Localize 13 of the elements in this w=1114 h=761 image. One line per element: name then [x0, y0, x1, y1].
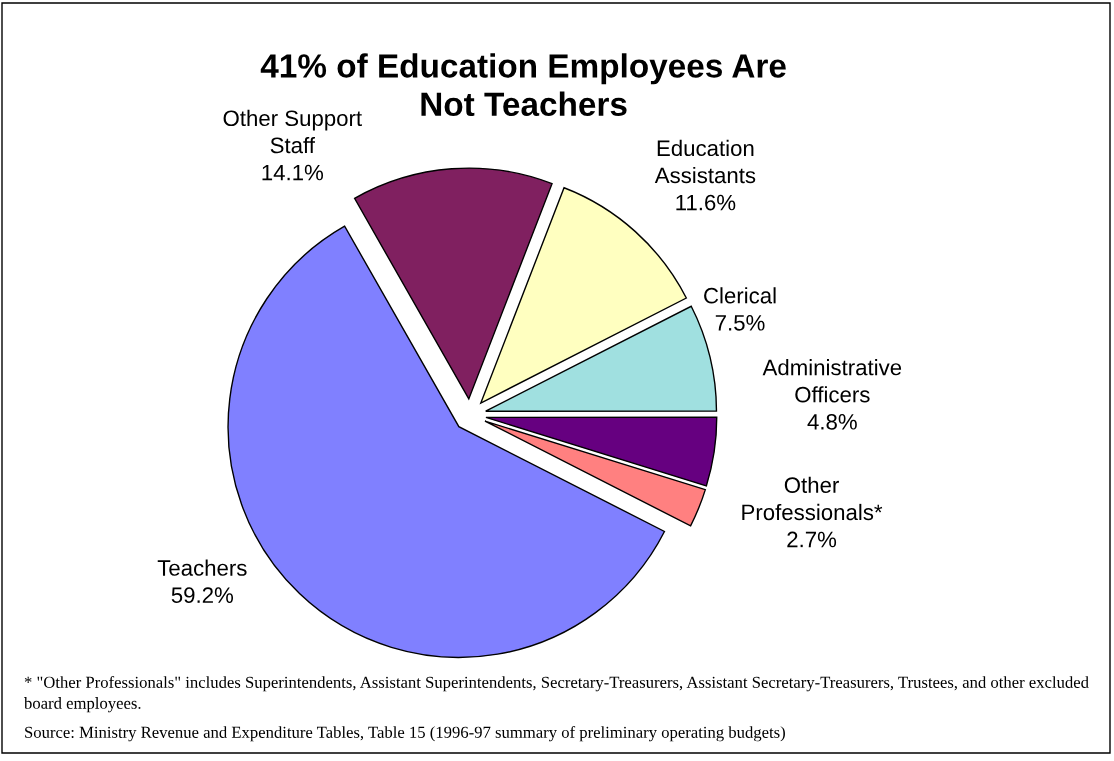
text: * "Other Professionals" includes Superintendents, Assistant Superintendents, Secretary-Treasurers, Assistant Secretary-Treasurers, Trustees, and other excluded board employees.: [24, 676, 1089, 713]
source-note: Source: Ministry Revenue and Expenditure Tables, Table 15 (1996-97 summary of preliminary operating budgets): [25, 726, 785, 742]
slice-label: Teachers: [157, 559, 247, 576]
data-label: 11.6%: [676, 194, 736, 211]
data-label: 4.8%: [807, 413, 857, 430]
data-label: 2.7%: [787, 531, 837, 548]
data-label: 14.1%: [262, 164, 324, 181]
slice-label: Clerical: [704, 287, 776, 304]
slice-label: Education Assistants: [654, 139, 756, 184]
data-label: 59.2%: [171, 587, 234, 604]
data-label: 7.5%: [715, 315, 765, 331]
slice-label: Other Professionals*: [742, 476, 883, 521]
slice-label: Administrative Officers: [762, 359, 902, 403]
